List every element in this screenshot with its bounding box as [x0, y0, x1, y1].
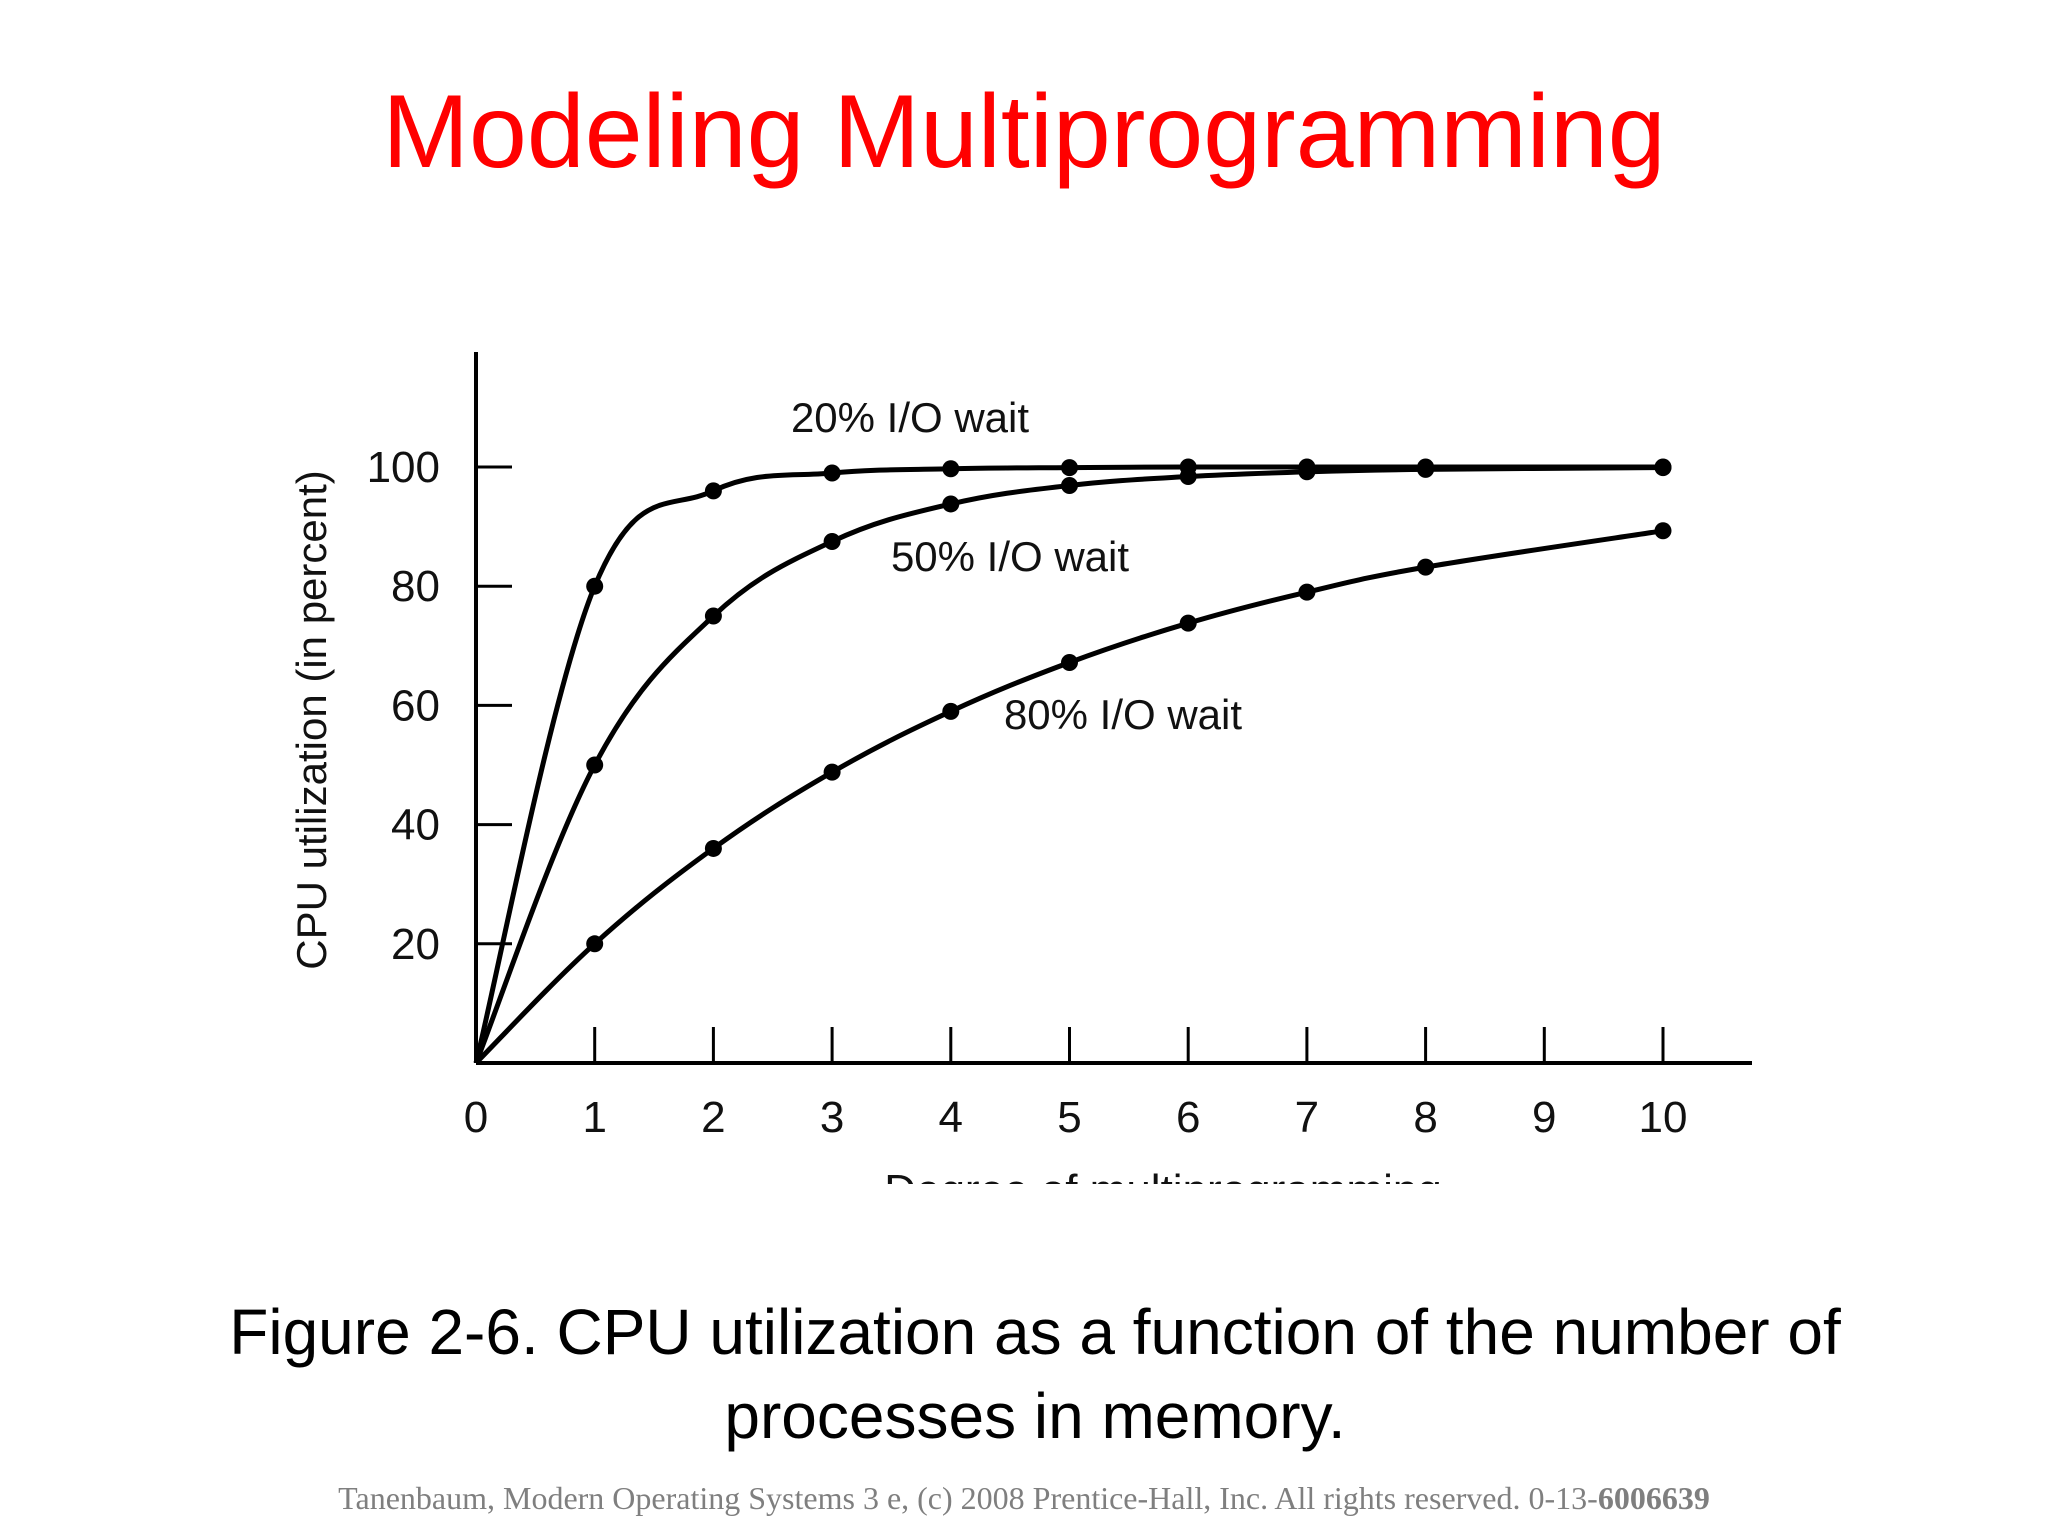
- x-tick-label-8: 8: [1413, 1093, 1437, 1142]
- series-2-point-8: [1417, 460, 1435, 478]
- series-1-point-4: [942, 460, 960, 478]
- series-label-1: 20% I/O wait: [791, 394, 1029, 441]
- series-3-point-5: [1061, 653, 1078, 671]
- figure-caption: Figure 2-6. CPU utilization as a functio…: [120, 1290, 1950, 1458]
- caption-line-2: processes in memory.: [724, 1380, 1346, 1452]
- series-3-point-7: [1298, 583, 1316, 601]
- series-label-3: 80% I/O wait: [1004, 691, 1242, 738]
- x-axis-label: Degree of multiprogramming: [884, 1166, 1442, 1215]
- series-2-point-3: [823, 533, 841, 550]
- series-2-point-2: [704, 607, 722, 625]
- x-tick-label-0: 0: [464, 1093, 488, 1142]
- x-tick-label-5: 5: [1057, 1093, 1081, 1142]
- series-3-point-2: [704, 839, 722, 857]
- series-3-point-1: [586, 935, 604, 953]
- caption-line-1: Figure 2-6. CPU utilization as a functio…: [229, 1296, 1841, 1368]
- series-line-3: [474, 528, 1664, 1065]
- x-tick-label-6: 6: [1176, 1093, 1200, 1142]
- chart-points: [586, 458, 1672, 953]
- series-3-point-10: [1654, 522, 1672, 540]
- chart-labels: 20% I/O wait 50% I/O wait 80% I/O wait: [791, 394, 1242, 738]
- series-2-point-5: [1061, 476, 1078, 494]
- series-1-point-1: [586, 577, 604, 595]
- y-tick-label-20: 20: [391, 920, 440, 969]
- series-1-point-5: [1061, 459, 1078, 477]
- series-line-2: [473, 465, 1664, 1064]
- footer-text: Tanenbaum, Modern Operating Systems 3 e,…: [338, 1480, 1598, 1516]
- footer-isbn: 6006639: [1597, 1480, 1710, 1516]
- slide-title: Modeling Multiprogramming: [382, 74, 1666, 190]
- series-3-point-8: [1417, 558, 1435, 576]
- series-3-point-4: [942, 702, 960, 720]
- x-tick-label-7: 7: [1295, 1093, 1319, 1142]
- x-tick-label-1: 1: [582, 1093, 606, 1142]
- series-3-point-3: [823, 763, 841, 781]
- series-1-point-3: [823, 464, 841, 482]
- series-3-point-6: [1179, 614, 1197, 632]
- series-2-point-6: [1179, 468, 1197, 486]
- series-2-point-4: [942, 495, 960, 513]
- series-2-point-1: [586, 756, 604, 774]
- y-tick-label-40: 40: [391, 801, 440, 850]
- series-2-point-10: [1654, 459, 1672, 477]
- chart-axes: 20 40 60 80 100 0 1 2 3 4 5 6 7 8 9 10 Degree of multipr…: [288, 352, 1752, 1215]
- y-axis-label: CPU utilization (in percent): [288, 470, 335, 970]
- x-tick-label-9: 9: [1532, 1093, 1556, 1142]
- copyright-footer: Tanenbaum, Modern Operating Systems 3 e,…: [0, 1478, 2048, 1518]
- x-tick-label-2: 2: [701, 1093, 725, 1142]
- series-1-point-2: [704, 482, 722, 500]
- y-tick-label-100: 100: [367, 443, 440, 492]
- series-2-point-7: [1298, 463, 1316, 481]
- series-label-2: 50% I/O wait: [891, 533, 1129, 580]
- x-tick-label-10: 10: [1639, 1093, 1688, 1142]
- y-tick-label-80: 80: [391, 562, 440, 611]
- x-tick-label-4: 4: [939, 1093, 963, 1142]
- x-tick-label-3: 3: [820, 1093, 844, 1142]
- y-tick-label-60: 60: [391, 681, 440, 730]
